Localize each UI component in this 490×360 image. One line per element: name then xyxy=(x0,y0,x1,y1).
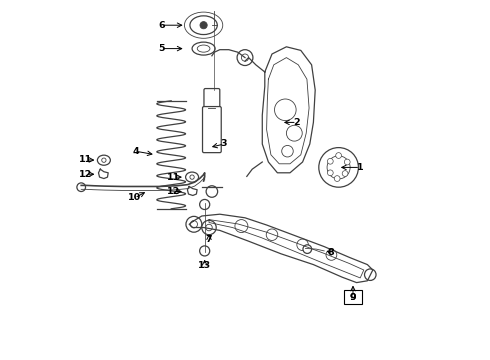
Circle shape xyxy=(186,216,202,232)
Ellipse shape xyxy=(184,12,223,38)
Circle shape xyxy=(274,99,296,121)
Circle shape xyxy=(327,170,333,176)
Text: 9: 9 xyxy=(350,292,356,302)
Text: 13: 13 xyxy=(198,261,211,270)
Circle shape xyxy=(202,220,216,235)
FancyBboxPatch shape xyxy=(343,290,363,304)
Text: 8: 8 xyxy=(327,248,334,257)
Text: 12: 12 xyxy=(167,187,180,196)
Circle shape xyxy=(266,229,278,240)
Ellipse shape xyxy=(186,172,198,182)
Circle shape xyxy=(365,269,376,280)
Circle shape xyxy=(77,183,86,192)
FancyBboxPatch shape xyxy=(204,89,220,109)
Circle shape xyxy=(297,239,308,251)
Circle shape xyxy=(342,171,348,176)
Circle shape xyxy=(327,156,350,179)
Ellipse shape xyxy=(190,16,217,35)
Circle shape xyxy=(327,158,333,164)
Text: 11: 11 xyxy=(79,155,93,164)
Circle shape xyxy=(326,249,337,260)
Circle shape xyxy=(344,159,350,165)
Circle shape xyxy=(303,245,312,253)
Text: 12: 12 xyxy=(79,170,93,179)
Circle shape xyxy=(206,224,212,231)
Circle shape xyxy=(319,148,358,187)
Text: 10: 10 xyxy=(128,194,141,202)
Circle shape xyxy=(336,153,342,158)
Text: 6: 6 xyxy=(158,21,165,30)
Text: 2: 2 xyxy=(294,118,300,127)
Circle shape xyxy=(102,158,106,162)
Ellipse shape xyxy=(197,45,210,52)
FancyBboxPatch shape xyxy=(202,107,221,153)
Text: 9: 9 xyxy=(350,292,356,302)
Circle shape xyxy=(235,220,248,233)
Circle shape xyxy=(334,176,340,181)
Circle shape xyxy=(242,54,248,61)
Text: 11: 11 xyxy=(167,173,180,181)
Circle shape xyxy=(237,50,253,66)
Circle shape xyxy=(206,186,218,197)
Text: 1: 1 xyxy=(357,163,364,172)
Circle shape xyxy=(190,175,194,179)
Ellipse shape xyxy=(98,155,110,165)
Circle shape xyxy=(199,199,210,210)
Text: 7: 7 xyxy=(206,235,212,244)
Text: 5: 5 xyxy=(158,44,165,53)
Circle shape xyxy=(282,145,293,157)
Circle shape xyxy=(199,246,210,256)
Text: 3: 3 xyxy=(221,139,227,148)
Circle shape xyxy=(286,125,302,141)
Circle shape xyxy=(200,22,207,29)
Circle shape xyxy=(190,221,197,228)
Text: 4: 4 xyxy=(132,147,139,156)
Ellipse shape xyxy=(192,42,215,55)
